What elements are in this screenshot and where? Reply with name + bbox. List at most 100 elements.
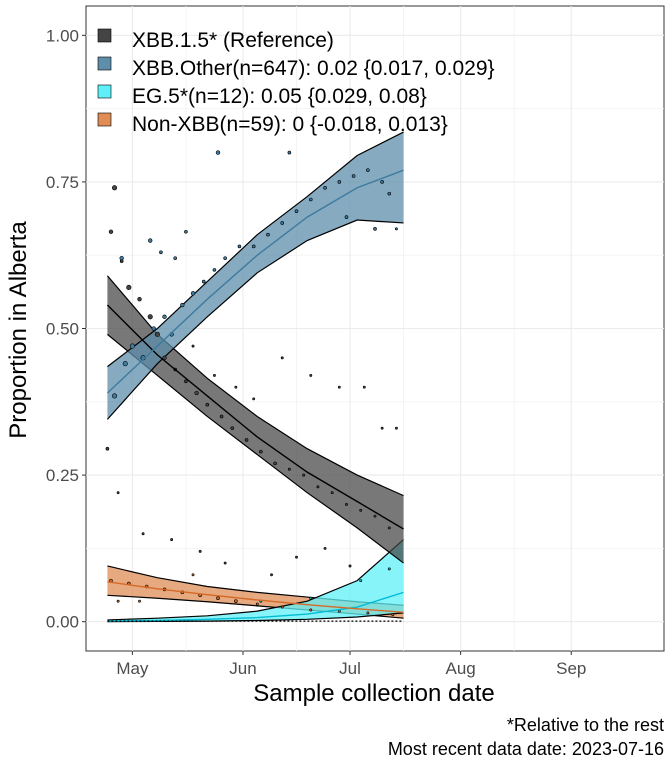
data-point-1 [380, 180, 384, 184]
legend-label-0: XBB.1.5* (Reference) [132, 29, 334, 52]
y-tick-label: 0.75 [46, 173, 79, 192]
data-point-0 [205, 402, 210, 407]
band-lower-edge-1 [106, 219, 404, 420]
data-point-1 [223, 256, 227, 260]
data-point-0 [108, 229, 114, 234]
band-upper-edge-2 [107, 539, 404, 621]
fit-line-1 [106, 169, 404, 394]
caption-recent-date: Most recent data date: 2023-07-16 [388, 739, 664, 759]
fit-line-0 [106, 304, 404, 530]
data-point-1 [173, 256, 177, 260]
y-axis-title: Proportion in Alberta [5, 221, 32, 439]
data-point-0 [302, 473, 306, 477]
data-point-0 [162, 355, 167, 360]
data-point-0 [362, 385, 366, 389]
data-point-0 [154, 331, 160, 337]
caption-relative: *Relative to the rest [507, 715, 664, 735]
legend: XBB.1.5* (Reference) XBB.Other(n=647): 0.… [97, 28, 495, 136]
data-point-1 [148, 238, 153, 243]
legend-key-1 [97, 56, 112, 71]
data-point-0 [111, 185, 118, 191]
y-tick-label: 1.00 [46, 26, 79, 45]
y-tick-label: 0.25 [46, 466, 79, 485]
data-point-0 [194, 390, 199, 396]
data-point-1 [159, 250, 163, 255]
data-point-0 [147, 314, 153, 320]
data-point-1 [251, 244, 256, 249]
band-0 [107, 275, 404, 564]
data-point-0 [234, 385, 238, 389]
data-point-1 [287, 150, 292, 155]
data-point-1 [122, 361, 128, 367]
data-point-1 [280, 221, 285, 225]
data-point-3 [280, 605, 284, 609]
data-point-0 [337, 385, 341, 389]
data-point-3 [116, 599, 120, 603]
legend-key-0 [97, 28, 112, 43]
legend-label-3: Non-XBB(n=59): 0 {-0.018, 0.013} [132, 113, 448, 136]
data-point-0 [184, 379, 188, 384]
data-point-3 [366, 611, 370, 615]
data-point-3 [391, 613, 395, 617]
data-point-0 [359, 508, 363, 512]
data-point-3 [138, 599, 141, 603]
data-point-0 [387, 526, 391, 530]
data-point-1 [366, 168, 370, 172]
data-point-1 [111, 393, 118, 399]
band-2 [107, 539, 404, 622]
data-point-0 [219, 414, 224, 419]
data-point-2 [387, 567, 391, 571]
y-tick-label: 0.00 [46, 613, 79, 632]
data-point-1 [151, 326, 156, 331]
data-point-2 [309, 596, 313, 600]
data-point-1 [237, 244, 242, 249]
data-point-1 [337, 180, 342, 184]
data-point-1 [119, 255, 124, 261]
legend-label-1: XBB.Other(n=647): 0.02 {0.017, 0.029} [132, 57, 495, 80]
x-tick-label: May [116, 659, 149, 678]
band-lower-edge-0 [107, 333, 404, 564]
x-tick-label: Jul [339, 659, 361, 678]
data-point-3 [234, 599, 238, 603]
data-point-0 [198, 549, 202, 553]
data-point-0 [252, 397, 256, 401]
data-point-0 [295, 555, 298, 559]
data-point-1 [212, 268, 217, 272]
data-point-0 [345, 502, 348, 506]
data-point-0 [270, 573, 273, 577]
data-point-1 [215, 150, 221, 155]
data-point-0 [223, 561, 227, 565]
data-point-0 [126, 284, 132, 291]
x-tick-label: Sep [556, 659, 586, 678]
data-point-1 [308, 197, 313, 202]
data-point-0 [373, 514, 377, 518]
data-point-1 [373, 227, 377, 231]
fit-lines [106, 169, 404, 622]
x-axis-title: Sample collection date [253, 680, 494, 707]
data-point-0 [323, 546, 327, 550]
x-tick-label: Aug [446, 659, 476, 678]
data-point-0 [259, 449, 263, 454]
fit-line-3 [107, 581, 404, 613]
legend-key-3 [97, 112, 112, 127]
y-tick-label: 0.50 [46, 320, 79, 339]
data-point-1 [266, 232, 270, 237]
data-point-0 [380, 426, 384, 430]
data-point-1 [323, 185, 327, 190]
data-point-0 [191, 344, 195, 348]
data-point-0 [394, 426, 398, 430]
data-point-1 [394, 227, 398, 231]
data-point-1 [184, 229, 188, 234]
data-point-3 [191, 573, 195, 577]
data-point-1 [294, 209, 299, 214]
data-point-3 [216, 596, 220, 601]
data-point-1 [180, 302, 185, 308]
data-point-0 [170, 538, 174, 542]
data-point-1 [201, 279, 206, 284]
data-point-0 [244, 438, 249, 442]
data-point-0 [316, 485, 320, 489]
data-point-0 [141, 532, 145, 536]
data-point-0 [348, 564, 352, 568]
data-point-1 [129, 343, 135, 349]
